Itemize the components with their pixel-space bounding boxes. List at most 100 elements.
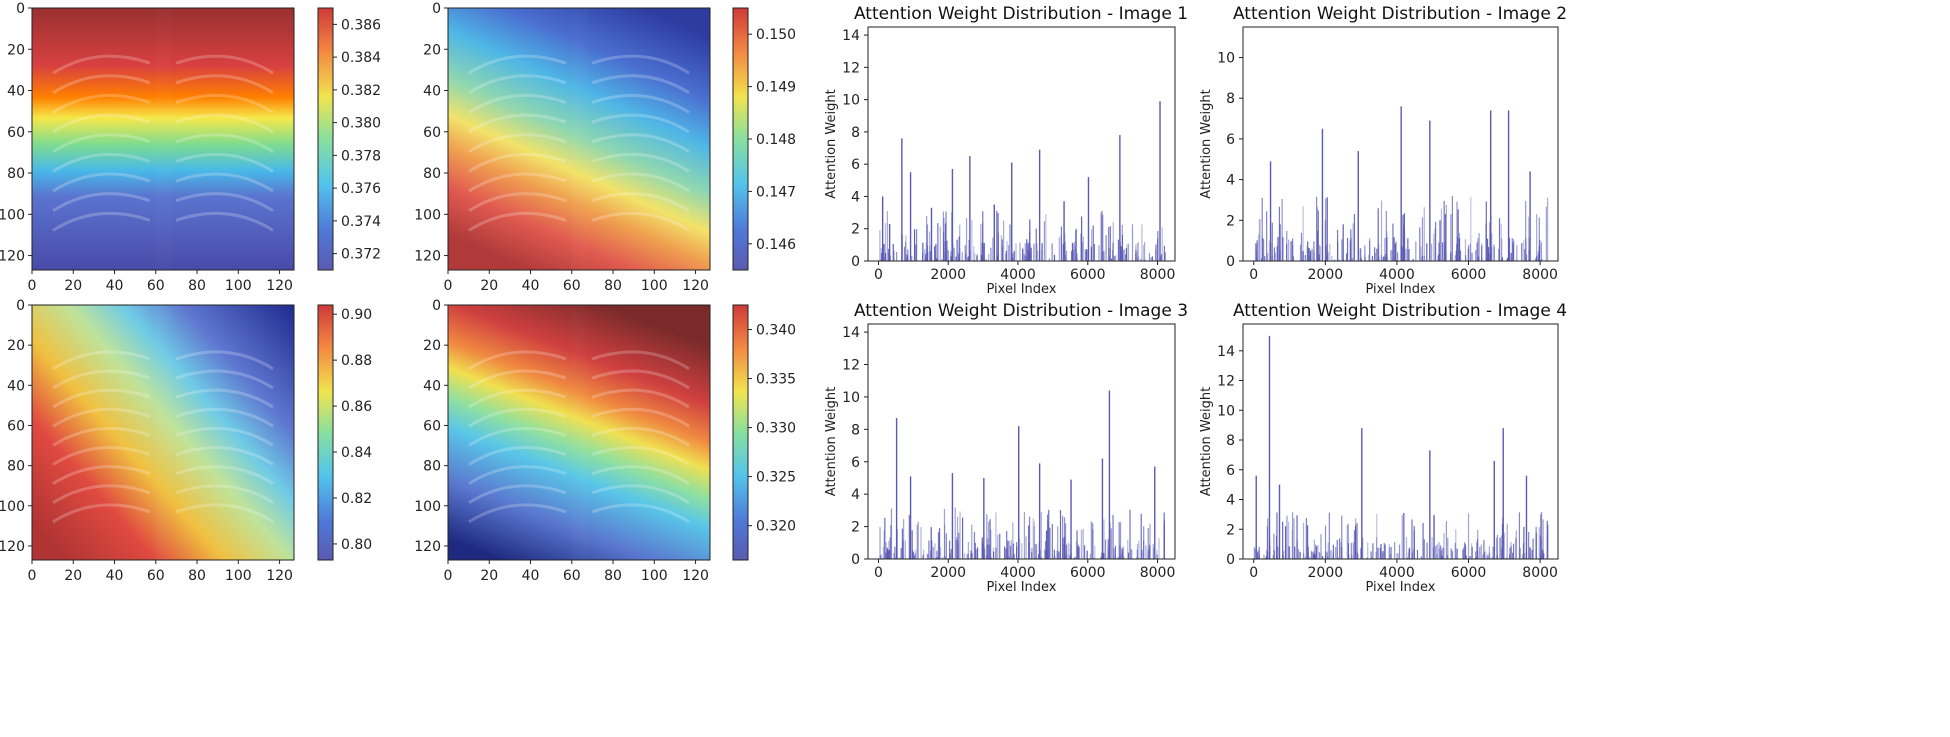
bar	[1109, 226, 1111, 261]
bar	[1076, 530, 1078, 559]
bar	[1324, 525, 1327, 559]
x-tick-label: 2000	[930, 565, 966, 581]
x-tick-label: 6000	[1070, 267, 1106, 283]
bar	[1374, 252, 1376, 261]
bar	[1398, 544, 1401, 559]
rib-left	[52, 192, 151, 212]
bar	[896, 252, 898, 261]
heatmap-4: 0 20 40 60 80 100 1200204060801001200.3200.325…	[414, 298, 796, 584]
bar	[958, 236, 960, 261]
bar	[1006, 531, 1008, 559]
bar	[1092, 225, 1094, 261]
bar	[1404, 233, 1406, 261]
bar	[1353, 530, 1356, 559]
rib-right	[591, 388, 690, 409]
y-tick-label: 8	[1226, 433, 1235, 449]
bar	[1450, 548, 1452, 559]
bar	[1440, 546, 1442, 559]
bar	[1353, 213, 1356, 261]
bar	[1029, 220, 1031, 261]
bar	[1542, 550, 1544, 559]
bar	[1539, 535, 1542, 559]
bar	[1488, 546, 1490, 559]
y-axis-title: Attention Weight	[1199, 387, 1214, 496]
rib-left	[468, 446, 567, 466]
peak-bar	[1063, 201, 1065, 261]
rib-left	[52, 152, 151, 173]
bar	[1320, 534, 1322, 559]
bar	[1525, 237, 1527, 261]
bar	[1313, 258, 1315, 261]
bar	[1488, 556, 1490, 559]
xray-texture	[468, 350, 690, 524]
rib-left	[52, 74, 151, 95]
bar	[1011, 556, 1013, 559]
x-tick-label: 100	[225, 278, 252, 294]
plot-frame	[1242, 26, 1559, 262]
bar	[1108, 248, 1110, 261]
bar	[1385, 210, 1387, 261]
bar	[1420, 556, 1422, 559]
bar	[1118, 522, 1120, 559]
bar	[1058, 551, 1060, 559]
bar	[957, 543, 959, 559]
bar	[1313, 539, 1316, 559]
bar	[1486, 238, 1489, 261]
peak-bar	[1101, 458, 1104, 559]
bar	[900, 548, 902, 559]
bar	[1523, 526, 1525, 559]
bar	[1125, 254, 1127, 261]
bar	[1086, 550, 1088, 559]
heatmap-frame	[447, 304, 711, 561]
bar	[1368, 254, 1370, 261]
bar	[1528, 250, 1530, 261]
bar	[1158, 538, 1160, 559]
bar	[997, 212, 999, 261]
bar	[1342, 224, 1344, 261]
bar	[1380, 200, 1383, 261]
bar	[983, 243, 985, 261]
bar	[1094, 546, 1096, 559]
bar	[886, 547, 888, 559]
bar	[932, 546, 934, 559]
bar	[1268, 240, 1271, 261]
rib-right	[175, 74, 274, 95]
bar	[1316, 207, 1318, 261]
y-tick-label: 40	[7, 84, 25, 100]
bar	[1152, 547, 1155, 559]
bar	[1063, 536, 1066, 559]
bar	[1513, 543, 1515, 559]
rib-right	[591, 369, 690, 390]
bar	[1337, 557, 1339, 559]
bar	[944, 556, 946, 559]
bar	[1384, 237, 1386, 261]
bar	[1028, 516, 1031, 559]
bar	[1135, 244, 1137, 261]
x-tick-label: 40	[106, 568, 124, 584]
bar	[1338, 259, 1340, 261]
bar	[1357, 554, 1359, 559]
bar	[888, 551, 890, 559]
bar	[1491, 557, 1493, 559]
bar	[1375, 551, 1377, 559]
bar	[999, 533, 1001, 559]
bar	[1437, 255, 1439, 261]
bar	[950, 549, 952, 559]
bar	[930, 527, 932, 559]
bar	[982, 222, 984, 261]
peak-bar	[1070, 479, 1072, 559]
bar	[987, 538, 989, 559]
plot-frame	[1242, 323, 1559, 560]
y-tick-label: 120	[0, 249, 25, 265]
y-tick-label: 4	[851, 487, 860, 503]
bar	[1315, 546, 1318, 559]
bar	[1376, 248, 1378, 261]
bar	[1412, 549, 1414, 559]
bar	[1045, 530, 1048, 559]
bar	[1433, 515, 1435, 559]
bar	[967, 541, 969, 559]
bar	[1119, 545, 1121, 559]
rib-right	[175, 133, 274, 154]
bar	[1127, 552, 1130, 559]
